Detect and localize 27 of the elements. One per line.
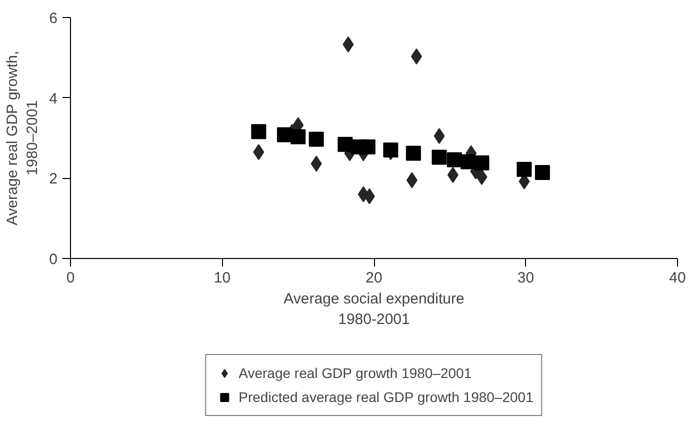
x-tick-label: 0 [66, 270, 75, 286]
point [251, 124, 266, 140]
point [406, 146, 421, 161]
point [276, 127, 292, 142]
y-axis-title: Average real GDP growth, 1980–2001 [4, 50, 42, 226]
point [290, 129, 306, 144]
x-axis-title: Average social expenditure 1980-2001 [284, 290, 464, 328]
x-tick-label: 30 [517, 270, 534, 286]
y-tick-label: 2 [49, 170, 58, 188]
y-tick-label: 0 [49, 251, 58, 268]
point [338, 136, 353, 152]
point [446, 152, 462, 168]
legend-label: Predicted average real GDP growth 1980–2001 [238, 389, 534, 405]
y-tick-label: 6 [49, 10, 58, 27]
x-tick-label: 40 [669, 270, 686, 286]
point [460, 154, 476, 170]
legend-label: Average real GDP growth 1980–2001 [238, 365, 472, 381]
y-tick-label: 4 [49, 90, 58, 108]
point [432, 150, 447, 165]
x-tick-label: 10 [214, 270, 231, 286]
point [308, 132, 324, 147]
point [516, 162, 532, 177]
x-tick-label: 20 [366, 270, 382, 286]
point [534, 165, 550, 180]
point [474, 155, 490, 170]
point [360, 139, 376, 154]
point [383, 142, 398, 158]
